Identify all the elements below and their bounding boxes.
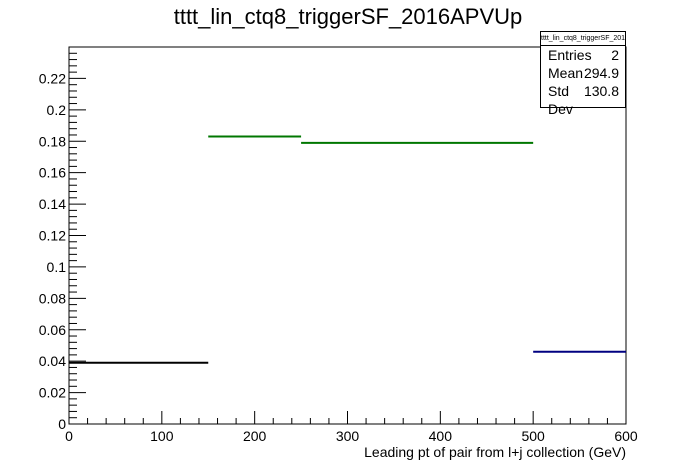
stats-mean-value: 294.9 [583,65,619,81]
y-tick-label: 0.04 [39,353,66,369]
stats-entries-row: Entries 2 [541,46,625,64]
y-tick-label: 0.16 [39,165,66,181]
stats-mean-label: Mean [548,65,584,81]
histogram-bins [69,135,626,364]
y-tick-label: 0.08 [39,290,66,306]
y-tick-label: 0.22 [39,70,66,86]
y-tick-label: 0.2 [47,102,67,118]
y-tick-label: 0.18 [39,133,66,149]
x-tick-label: 500 [521,428,545,444]
y-tick-label: 0.14 [39,196,66,212]
x-tick-label: 0 [65,428,73,444]
stats-box: tttt_lin_ctq8_triggerSF_2016APVUp Entrie… [540,31,626,117]
stats-entries-label: Entries [548,47,592,63]
x-tick-label: 100 [150,428,174,444]
stats-box-title: tttt_lin_ctq8_triggerSF_2016APVUp [541,32,625,46]
x-tick-label: 300 [336,428,360,444]
x-tick-label: 600 [614,428,638,444]
stats-stddev-value: 130.8 [583,83,619,99]
y-tick-label: 0.02 [39,385,66,401]
y-tick-label: 0.06 [39,322,66,338]
axis-ticks [68,46,627,425]
y-tick-label: 0 [58,416,66,432]
chart-title: tttt_lin_ctq8_triggerSF_2016APVUp [173,4,523,29]
y-tick-label: 0.12 [39,228,66,244]
stats-stddev-row: Std Dev 130.8 [541,82,625,117]
stats-mean-row: Mean 294.9 [541,64,625,82]
stats-entries-value: 2 [611,47,619,63]
x-tick-label: 200 [243,428,267,444]
x-tick-label: 400 [429,428,453,444]
tick-labels: 0 0.02 0.04 0.06 0.08 0.1 0.12 0.14 0.16 0.18 0.2 0… [39,70,638,444]
y-tick-label: 0.1 [47,259,67,275]
stats-stddev-label: Std Dev [548,83,573,117]
x-axis-title: Leading pt of pair from l+j collection (… [364,444,626,460]
